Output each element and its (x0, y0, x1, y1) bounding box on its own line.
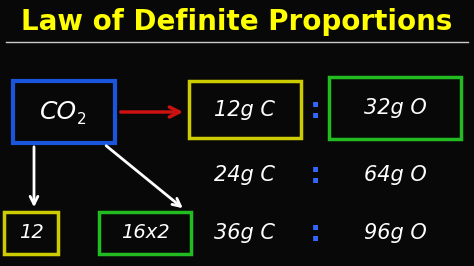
Text: 16x2: 16x2 (121, 223, 169, 243)
Text: 24g C: 24g C (215, 165, 275, 185)
Text: 32g O: 32g O (364, 98, 427, 118)
Text: 96g O: 96g O (364, 223, 427, 243)
Text: 12: 12 (18, 223, 44, 243)
Text: 64g O: 64g O (364, 165, 427, 185)
Text: 12g C: 12g C (215, 99, 275, 119)
Text: 2: 2 (77, 113, 87, 127)
Text: :: : (310, 219, 320, 247)
Text: Law of Definite Proportions: Law of Definite Proportions (21, 8, 453, 36)
Text: :: : (310, 161, 320, 189)
Text: CO: CO (40, 100, 78, 124)
Text: 36g C: 36g C (215, 223, 275, 243)
Text: :: : (310, 95, 320, 123)
